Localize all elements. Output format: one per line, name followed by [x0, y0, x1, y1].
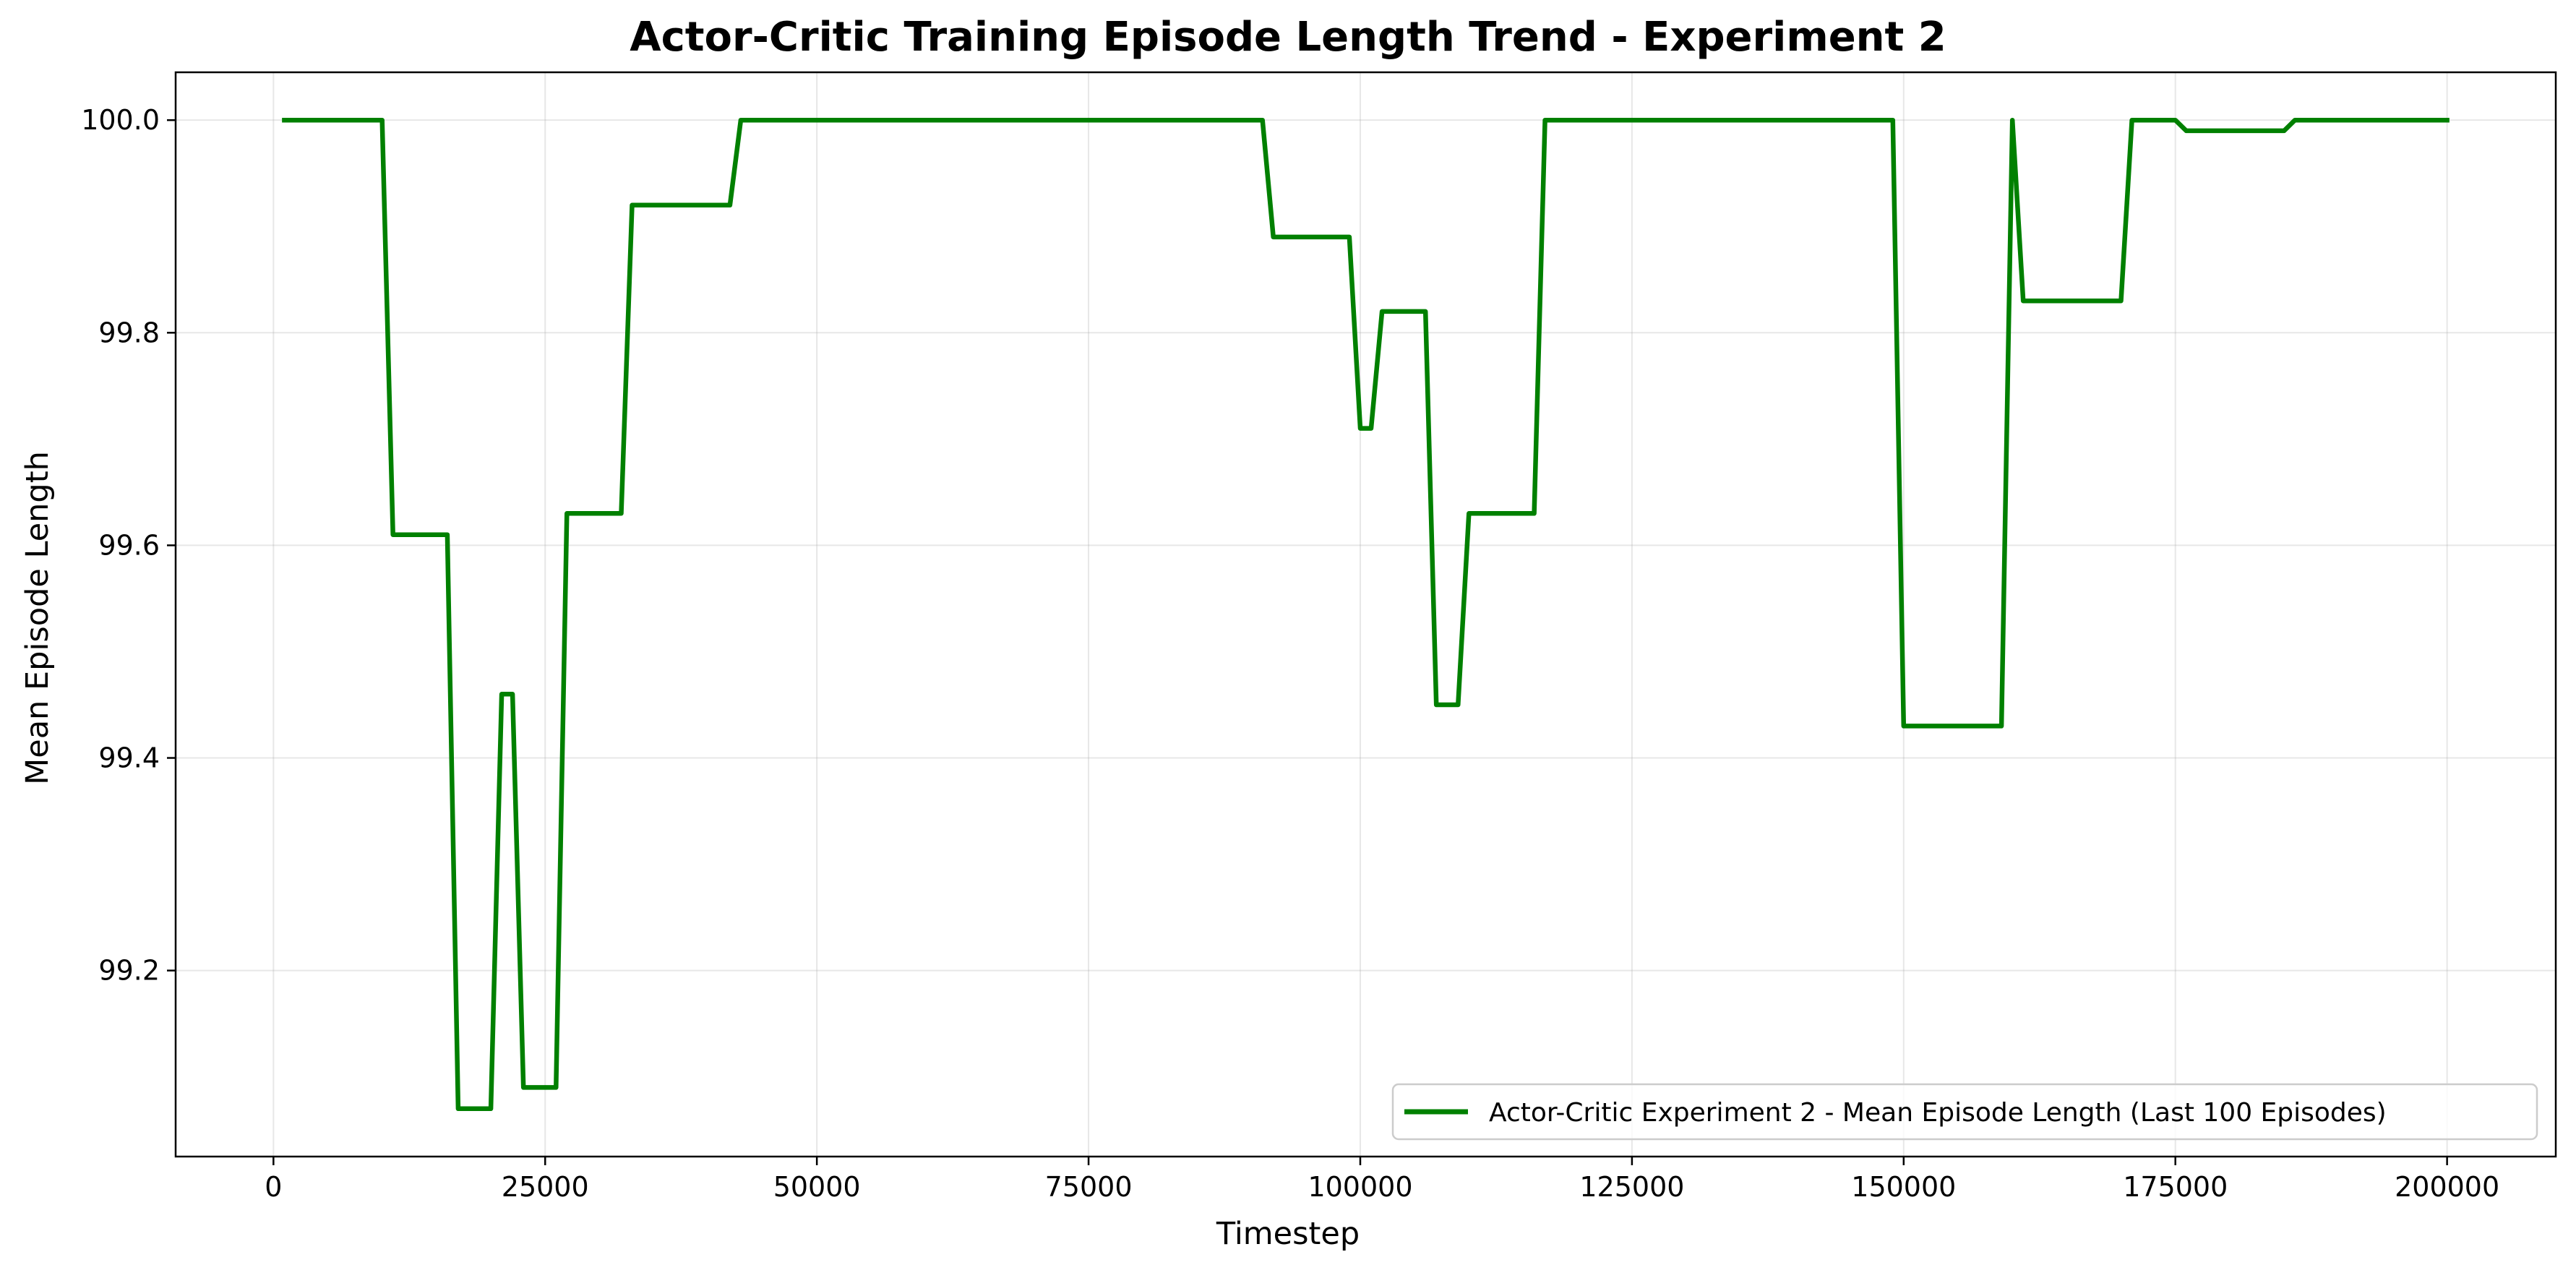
- x-tick-label: 50000: [773, 1171, 861, 1203]
- y-tick-label: 99.8: [98, 317, 160, 348]
- x-tick-label: 75000: [1045, 1171, 1133, 1203]
- plot-frame: [174, 71, 2557, 1158]
- x-axis-label: Timestep: [1216, 1216, 1360, 1252]
- x-tick-label: 125000: [1579, 1171, 1684, 1203]
- series-layer: [282, 117, 2450, 1112]
- y-tick-label: 99.6: [98, 529, 160, 561]
- legend: Actor-Critic Experiment 2 - Mean Episode…: [1391, 1083, 2538, 1141]
- x-tick-label: 175000: [2123, 1171, 2228, 1203]
- ticks: 0 25000 50000 75000 100000 125000 150000 175000…: [81, 104, 2499, 1203]
- series-line-0: [282, 117, 2450, 1112]
- y-tick-label: 99.4: [98, 742, 160, 774]
- legend-label: Actor-Critic Experiment 2 - Mean Episode…: [1489, 1098, 2387, 1128]
- x-tick-label: 150000: [1851, 1171, 1956, 1203]
- y-tick-label: 99.2: [98, 955, 160, 987]
- y-axis-label: Mean Episode Length: [20, 451, 56, 785]
- y-tick-label: 100.0: [81, 104, 160, 136]
- x-tick-label: 100000: [1308, 1171, 1412, 1203]
- grid: [176, 72, 2556, 1157]
- x-tick-label: 200000: [2395, 1171, 2499, 1203]
- x-tick-label: 25000: [502, 1171, 589, 1203]
- legend-box: [1391, 1083, 2538, 1141]
- x-tick-label: 0: [265, 1171, 282, 1203]
- chart-title: Actor-Critic Training Episode Length Tre…: [630, 14, 1946, 61]
